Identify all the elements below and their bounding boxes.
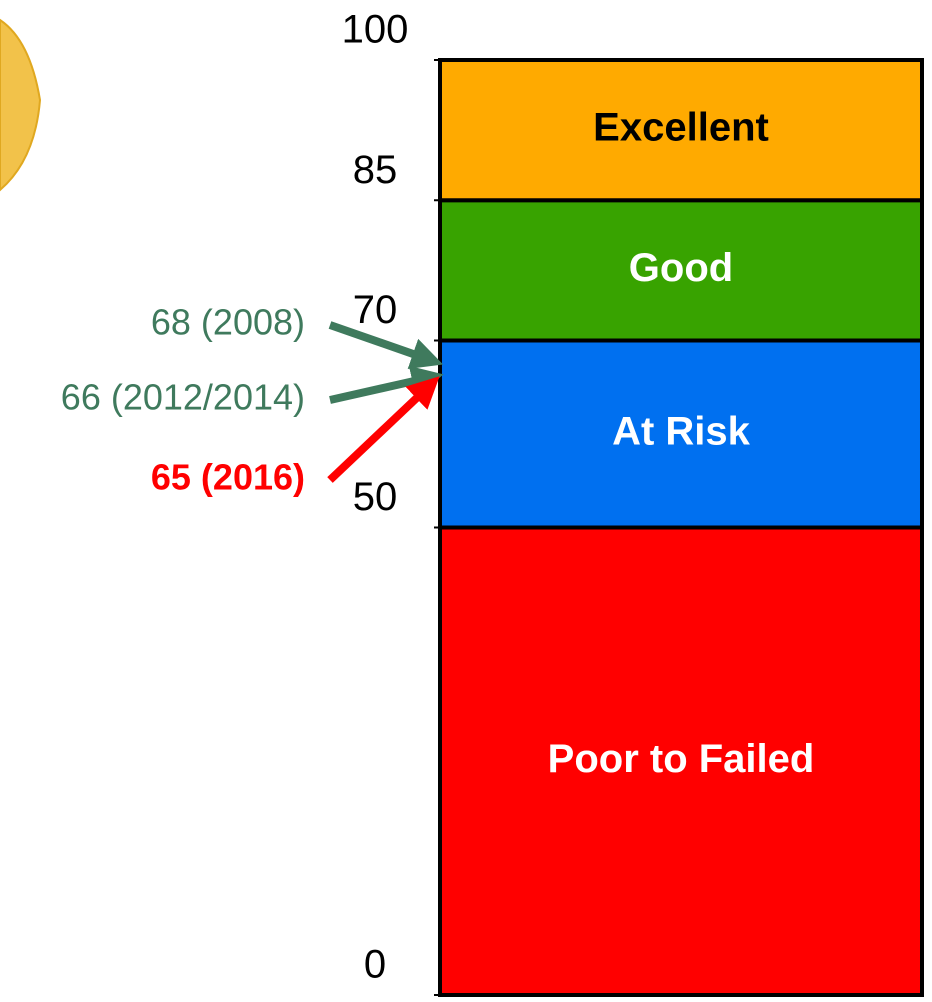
segment-label: At Risk (612, 410, 751, 454)
y-tick-label: 50 (353, 475, 398, 519)
segment-label: Excellent (593, 106, 769, 150)
bar-segment (438, 338, 924, 530)
arrow (328, 321, 444, 370)
y-tick-label: 70 (353, 288, 398, 332)
segment-label: Good (629, 246, 733, 290)
decoration (0, 18, 42, 192)
bar-segment (438, 58, 924, 203)
y-tick-label: 0 (364, 943, 386, 987)
arrow (327, 376, 440, 483)
annotation-label: 66 (2012/2014) (61, 377, 305, 418)
annotation-label: 65 (2016) (151, 457, 305, 498)
y-tick-label: 100 (342, 8, 409, 52)
bar-segment (438, 525, 924, 997)
y-tick-label: 85 (353, 148, 398, 192)
annotation-label: 68 (2008) (151, 302, 305, 343)
segment-label: Poor to Failed (548, 737, 815, 781)
